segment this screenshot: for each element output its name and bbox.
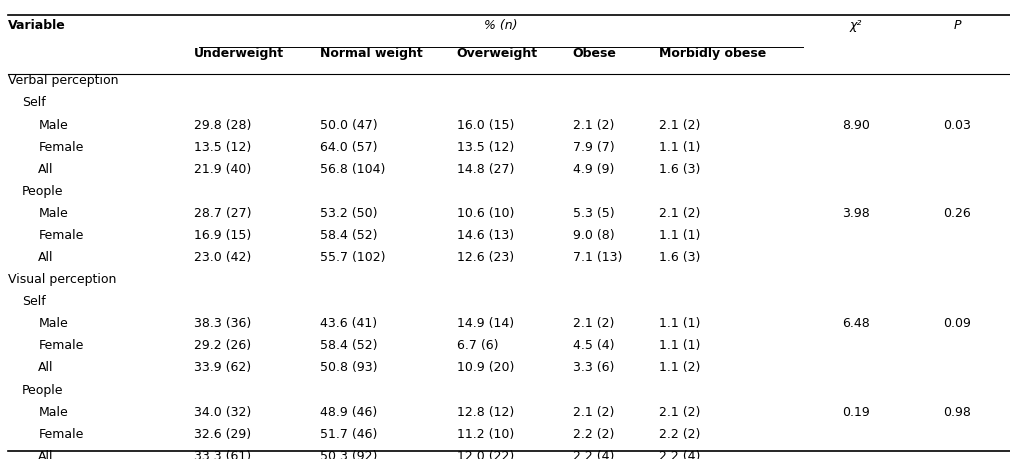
Text: 58.4 (52): 58.4 (52) — [320, 229, 378, 241]
Text: 1.6 (3): 1.6 (3) — [659, 162, 700, 175]
Text: 33.9 (62): 33.9 (62) — [194, 361, 251, 374]
Text: All: All — [38, 449, 54, 459]
Text: Female: Female — [38, 229, 84, 241]
Text: 14.9 (14): 14.9 (14) — [457, 317, 514, 330]
Text: 11.2 (10): 11.2 (10) — [457, 427, 514, 440]
Text: 0.26: 0.26 — [943, 207, 971, 219]
Text: 3.3 (6): 3.3 (6) — [573, 361, 614, 374]
Text: 2.2 (2): 2.2 (2) — [659, 427, 700, 440]
Text: All: All — [38, 361, 54, 374]
Text: Male: Male — [38, 405, 68, 418]
Text: 0.09: 0.09 — [943, 317, 971, 330]
Text: 1.1 (1): 1.1 (1) — [659, 339, 700, 352]
Text: 13.5 (12): 13.5 (12) — [457, 140, 514, 153]
Text: 4.5 (4): 4.5 (4) — [573, 339, 614, 352]
Text: People: People — [22, 383, 64, 396]
Text: 28.7 (27): 28.7 (27) — [194, 207, 251, 219]
Text: 13.5 (12): 13.5 (12) — [194, 140, 251, 153]
Text: 2.2 (4): 2.2 (4) — [573, 449, 614, 459]
Text: 1.1 (2): 1.1 (2) — [659, 361, 700, 374]
Text: 21.9 (40): 21.9 (40) — [194, 162, 251, 175]
Text: 7.9 (7): 7.9 (7) — [573, 140, 614, 153]
Text: 1.1 (1): 1.1 (1) — [659, 317, 700, 330]
Text: 0.19: 0.19 — [842, 405, 870, 418]
Text: Visual perception: Visual perception — [8, 273, 116, 285]
Text: 2.1 (2): 2.1 (2) — [659, 207, 700, 219]
Text: 7.1 (13): 7.1 (13) — [573, 251, 622, 263]
Text: 50.0 (47): 50.0 (47) — [320, 118, 378, 131]
Text: 2.2 (4): 2.2 (4) — [659, 449, 700, 459]
Text: 58.4 (52): 58.4 (52) — [320, 339, 378, 352]
Text: Female: Female — [38, 427, 84, 440]
Text: 2.1 (2): 2.1 (2) — [573, 405, 614, 418]
Text: 53.2 (50): 53.2 (50) — [320, 207, 378, 219]
Text: 2.1 (2): 2.1 (2) — [659, 118, 700, 131]
Text: 51.7 (46): 51.7 (46) — [320, 427, 378, 440]
Text: 34.0 (32): 34.0 (32) — [194, 405, 251, 418]
Text: 2.1 (2): 2.1 (2) — [573, 317, 614, 330]
Text: 4.9 (9): 4.9 (9) — [573, 162, 614, 175]
Text: 33.3 (61): 33.3 (61) — [194, 449, 251, 459]
Text: Obese: Obese — [573, 47, 616, 60]
Text: 6.48: 6.48 — [842, 317, 870, 330]
Text: 12.6 (23): 12.6 (23) — [457, 251, 514, 263]
Text: 2.2 (2): 2.2 (2) — [573, 427, 614, 440]
Text: 32.6 (29): 32.6 (29) — [194, 427, 251, 440]
Text: All: All — [38, 251, 54, 263]
Text: Male: Male — [38, 118, 68, 131]
Text: 16.0 (15): 16.0 (15) — [457, 118, 514, 131]
Text: Male: Male — [38, 207, 68, 219]
Text: 38.3 (36): 38.3 (36) — [194, 317, 251, 330]
Text: Female: Female — [38, 140, 84, 153]
Text: Self: Self — [22, 96, 46, 109]
Text: 6.7 (6): 6.7 (6) — [457, 339, 498, 352]
Text: 2.1 (2): 2.1 (2) — [573, 118, 614, 131]
Text: 9.0 (8): 9.0 (8) — [573, 229, 614, 241]
Text: 3.98: 3.98 — [842, 207, 870, 219]
Text: 2.1 (2): 2.1 (2) — [659, 405, 700, 418]
Text: 1.1 (1): 1.1 (1) — [659, 229, 700, 241]
Text: Overweight: Overweight — [457, 47, 537, 60]
Text: 23.0 (42): 23.0 (42) — [194, 251, 251, 263]
Text: 1.6 (3): 1.6 (3) — [659, 251, 700, 263]
Text: 43.6 (41): 43.6 (41) — [320, 317, 378, 330]
Text: Female: Female — [38, 339, 84, 352]
Text: 56.8 (104): 56.8 (104) — [320, 162, 386, 175]
Text: 29.2 (26): 29.2 (26) — [194, 339, 251, 352]
Text: People: People — [22, 185, 64, 197]
Text: 12.8 (12): 12.8 (12) — [457, 405, 514, 418]
Text: 10.6 (10): 10.6 (10) — [457, 207, 514, 219]
Text: All: All — [38, 162, 54, 175]
Text: 14.6 (13): 14.6 (13) — [457, 229, 514, 241]
Text: 0.03: 0.03 — [943, 118, 971, 131]
Text: 48.9 (46): 48.9 (46) — [320, 405, 378, 418]
Text: 8.90: 8.90 — [842, 118, 870, 131]
Text: 10.9 (20): 10.9 (20) — [457, 361, 514, 374]
Text: 5.3 (5): 5.3 (5) — [573, 207, 614, 219]
Text: χ²: χ² — [849, 19, 863, 32]
Text: 50.3 (92): 50.3 (92) — [320, 449, 378, 459]
Text: 12.0 (22): 12.0 (22) — [457, 449, 514, 459]
Text: Variable: Variable — [8, 19, 66, 32]
Text: % (n): % (n) — [484, 19, 518, 32]
Text: 64.0 (57): 64.0 (57) — [320, 140, 378, 153]
Text: 29.8 (28): 29.8 (28) — [194, 118, 251, 131]
Text: Male: Male — [38, 317, 68, 330]
Text: P: P — [953, 19, 961, 32]
Text: 14.8 (27): 14.8 (27) — [457, 162, 514, 175]
Text: Verbal perception: Verbal perception — [8, 74, 118, 87]
Text: 1.1 (1): 1.1 (1) — [659, 140, 700, 153]
Text: 50.8 (93): 50.8 (93) — [320, 361, 378, 374]
Text: Morbidly obese: Morbidly obese — [659, 47, 766, 60]
Text: 55.7 (102): 55.7 (102) — [320, 251, 386, 263]
Text: Self: Self — [22, 295, 46, 308]
Text: 16.9 (15): 16.9 (15) — [194, 229, 251, 241]
Text: Normal weight: Normal weight — [320, 47, 423, 60]
Text: 0.98: 0.98 — [943, 405, 971, 418]
Text: Underweight: Underweight — [194, 47, 284, 60]
